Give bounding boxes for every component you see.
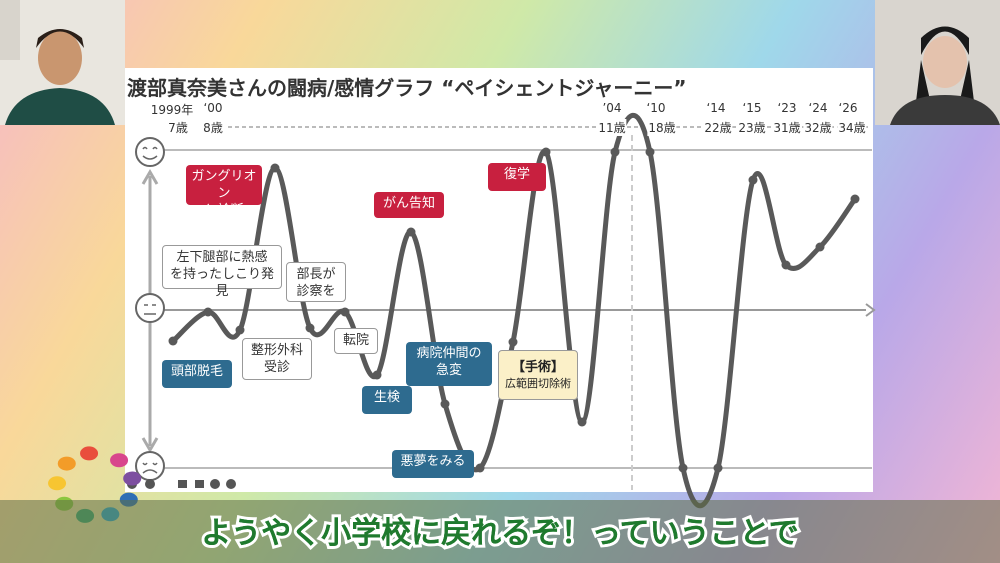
annotation: ガングリオン と診断 — [186, 165, 262, 218]
curve-point — [541, 147, 551, 157]
age-label: 11歳 — [597, 119, 627, 136]
curve-point — [645, 147, 655, 157]
annotation: 頭部脱毛 — [162, 360, 232, 388]
logo-dot — [57, 456, 76, 471]
age-label: 31歳 — [772, 119, 802, 136]
annotation: 復学 — [488, 163, 546, 191]
curve-point — [850, 194, 860, 204]
curve-point — [475, 463, 485, 473]
age-label: 22歳 — [703, 119, 733, 136]
curve-point — [372, 370, 382, 380]
curve-point — [748, 175, 758, 185]
year-label: ‘24 — [807, 101, 829, 115]
curve-point — [440, 399, 450, 409]
annotation: 転院 — [334, 328, 378, 354]
surgery-title: 【手術】 — [511, 360, 564, 375]
age-label: 32歳 — [803, 119, 833, 136]
caption: ようやく小学校に戻れるぞ！っていうことで — [201, 516, 799, 551]
annotation: 部長が 診察を — [286, 262, 346, 302]
video-left — [0, 0, 125, 125]
logo-dot — [80, 446, 99, 461]
annotation: 整形外科 受診 — [242, 338, 312, 380]
curve-point — [610, 147, 620, 157]
curve-point — [270, 163, 280, 173]
age-label: 8歳 — [202, 119, 224, 136]
annotation: 生検 — [362, 386, 412, 414]
surgery-box: 【手術】 広範囲切除術 — [498, 350, 578, 400]
curve-point — [168, 336, 178, 346]
curve-point — [815, 242, 825, 252]
year-label: ‘23 — [776, 101, 798, 115]
year-label: ‘14 — [705, 101, 727, 115]
caption-bar — [0, 500, 1000, 563]
annotation: 悪夢をみる — [392, 450, 474, 478]
age-label: 34歳 — [837, 119, 867, 136]
curve-point — [713, 463, 723, 473]
curve-point — [406, 227, 416, 237]
logo-dot — [48, 476, 67, 491]
year-label: ‘26 — [837, 101, 859, 115]
player-controls — [127, 479, 236, 489]
caption-outline: ようやく小学校に戻れるぞ！っていうことで — [198, 513, 802, 554]
curve-point — [577, 417, 587, 427]
year-label: 1999年 — [149, 101, 195, 118]
curve-point — [235, 325, 245, 335]
age-label: 18歳 — [647, 119, 677, 136]
logo-dot — [123, 471, 142, 486]
age-label: 7歳 — [167, 119, 189, 136]
year-label: ‘00 — [202, 101, 224, 115]
annotation: がん告知 — [374, 192, 444, 218]
annotation: 左下腿部に熱感 を持ったしこり発見 — [162, 245, 282, 299]
year-label: ‘15 — [741, 101, 763, 115]
year-label: ‘10 — [645, 101, 667, 115]
curve-point — [508, 337, 518, 347]
logo-dot — [110, 453, 129, 468]
curve-point — [203, 307, 213, 317]
age-label: 23歳 — [737, 119, 767, 136]
curve-point — [340, 307, 350, 317]
video-right — [875, 0, 1000, 125]
curve-point — [781, 260, 791, 270]
curve-point — [305, 323, 315, 333]
surgery-detail: 広範囲切除術 — [505, 377, 571, 390]
slide-title: 渡部真奈美さんの闘病/感情グラフ “ペイシェントジャーニー” — [127, 76, 687, 100]
year-label: ’04 — [601, 101, 623, 115]
annotation: 病院仲間の 急変 — [406, 342, 492, 386]
curve-point — [678, 463, 688, 473]
